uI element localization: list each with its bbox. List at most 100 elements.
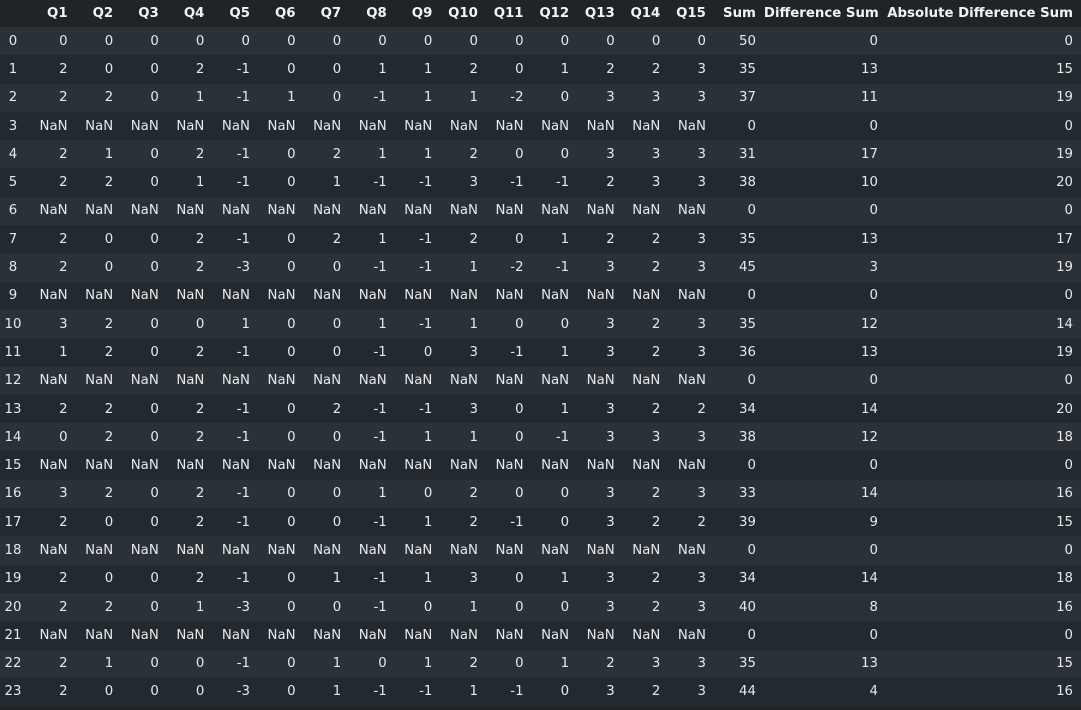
table-cell: 0 (287, 486, 296, 502)
table-cell: 2 (651, 401, 661, 417)
table-cell: 14 (860, 486, 878, 502)
table-cell: 4 (869, 684, 878, 700)
column-header-q6: Q6 (257, 0, 304, 27)
table-cell: NaN (176, 627, 205, 643)
row-index: 18 (4, 542, 22, 558)
table-cell: 2 (195, 146, 205, 162)
table-row: 11 1 2 0 2 -1 0 0 -1 0 3 -1 1 3 2 3 36 13 19 (0, 338, 1081, 367)
table-cell: NaN (404, 118, 433, 134)
table-row: 0 0 0 0 0 0 0 0 0 0 0 0 0 0 0 0 50 0 0 (0, 27, 1081, 56)
table-cell: 0 (560, 316, 570, 332)
header-row: Q1 Q2 Q3 Q4 Q5 Q6 Q7 Q8 Q9 Q10 Q11 Q12 Q13 Q14 Q15 Sum D… (0, 0, 1081, 27)
table-cell: NaN (85, 288, 114, 304)
table-cell: NaN (404, 542, 433, 558)
table-cell: 0 (423, 486, 433, 502)
table-cell: 2 (332, 146, 342, 162)
table-cell: 3 (869, 260, 878, 276)
table-cell: 0 (560, 33, 570, 49)
table-cell: 0 (869, 373, 878, 389)
table-cell: 3 (606, 514, 615, 530)
table-cell: 0 (287, 175, 296, 191)
table-cell: NaN (677, 458, 706, 474)
table-cell: 0 (332, 61, 342, 77)
table-cell: 10 (860, 175, 878, 191)
table-cell: 2 (104, 401, 114, 417)
table-cell: 0 (104, 61, 114, 77)
table-cell: 31 (738, 146, 756, 162)
table-cell: 0 (59, 33, 68, 49)
table-cell: 1 (560, 571, 570, 587)
table-cell: NaN (267, 203, 296, 219)
table-cell: 1 (560, 401, 570, 417)
table-cell: 3 (651, 90, 661, 106)
table-cell: NaN (267, 627, 296, 643)
table-cell: NaN (39, 458, 68, 474)
table-cell: 0 (287, 656, 296, 672)
table-cell: 0 (515, 146, 524, 162)
table-cell: 33 (738, 486, 756, 502)
table-cell: 2 (469, 514, 478, 530)
table-cell: 1 (332, 571, 342, 587)
table-cell: 3 (606, 486, 615, 502)
table-cell: 3 (697, 429, 706, 445)
table-cell: NaN (130, 542, 159, 558)
table-cell: 2 (59, 401, 68, 417)
table-cell: -1 (419, 401, 433, 417)
table-cell: 0 (869, 118, 878, 134)
table-cell: 0 (287, 260, 296, 276)
table-row: 18 NaN NaN NaN NaN NaN NaN NaN NaN NaN NaN NaN NaN Na… (0, 536, 1081, 565)
table-cell: -1 (555, 260, 570, 276)
table-cell: NaN (495, 118, 524, 134)
column-header-q11: Q11 (485, 0, 532, 27)
table-cell: NaN (495, 288, 524, 304)
column-header-q5: Q5 (212, 0, 258, 27)
table-cell: NaN (221, 542, 250, 558)
table-cell: 11 (860, 90, 878, 106)
table-cell: -1 (236, 231, 250, 247)
table-cell: 0 (104, 231, 114, 247)
table-row: 16 3 2 0 2 -1 0 0 1 0 2 0 0 3 2 3 33 14 16 (0, 479, 1081, 509)
table-cell: NaN (586, 373, 615, 389)
table-cell: NaN (495, 627, 524, 643)
table-cell: 2 (104, 486, 114, 502)
table-row: 5 2 2 0 1 -1 0 1 -1 -1 3 -1 -1 2 3 3 38 10 20 (0, 168, 1081, 197)
table-cell: NaN (358, 627, 387, 643)
table-cell: 0 (560, 146, 570, 162)
table-cell: 0 (560, 90, 570, 106)
table-cell: NaN (358, 458, 387, 474)
table-cell: 0 (332, 316, 342, 332)
table-cell: NaN (130, 288, 159, 304)
column-header-sum: Sum (713, 0, 764, 27)
table-cell: 1 (332, 656, 342, 672)
table-cell: NaN (404, 288, 433, 304)
table-cell: -1 (373, 401, 387, 417)
table-cell: 0 (515, 33, 524, 49)
table-cell: NaN (221, 458, 250, 474)
table-cell: 2 (651, 486, 661, 502)
table-cell: NaN (267, 373, 296, 389)
table-cell: 2 (651, 599, 661, 615)
table-cell: -1 (419, 231, 433, 247)
table-cell: NaN (586, 627, 615, 643)
column-header-difference-sum: Difference Sum (763, 0, 886, 27)
row-index: 23 (4, 684, 22, 700)
table-cell: 3 (697, 684, 706, 700)
table-cell: 19 (1056, 90, 1073, 106)
table-cell: 0 (104, 571, 114, 587)
table-cell: 36 (738, 344, 756, 360)
column-header-q12: Q12 (531, 0, 578, 27)
row-index: 2 (8, 90, 18, 106)
table-cell: 14 (860, 571, 878, 587)
table-row: 21 NaN NaN NaN NaN NaN NaN NaN NaN NaN NaN NaN NaN Na… (0, 621, 1081, 650)
table-cell: NaN (495, 542, 524, 558)
column-header-q9: Q9 (394, 0, 441, 27)
table-cell: 0 (287, 571, 296, 587)
table-cell: 0 (560, 684, 570, 700)
table-cell: 1 (104, 146, 114, 162)
row-index: 8 (8, 260, 18, 276)
table-cell: -2 (510, 260, 524, 276)
table-cell: NaN (358, 373, 387, 389)
row-index: 1 (8, 61, 18, 77)
table-cell: 16 (1056, 599, 1073, 615)
table-cell: NaN (267, 118, 296, 134)
